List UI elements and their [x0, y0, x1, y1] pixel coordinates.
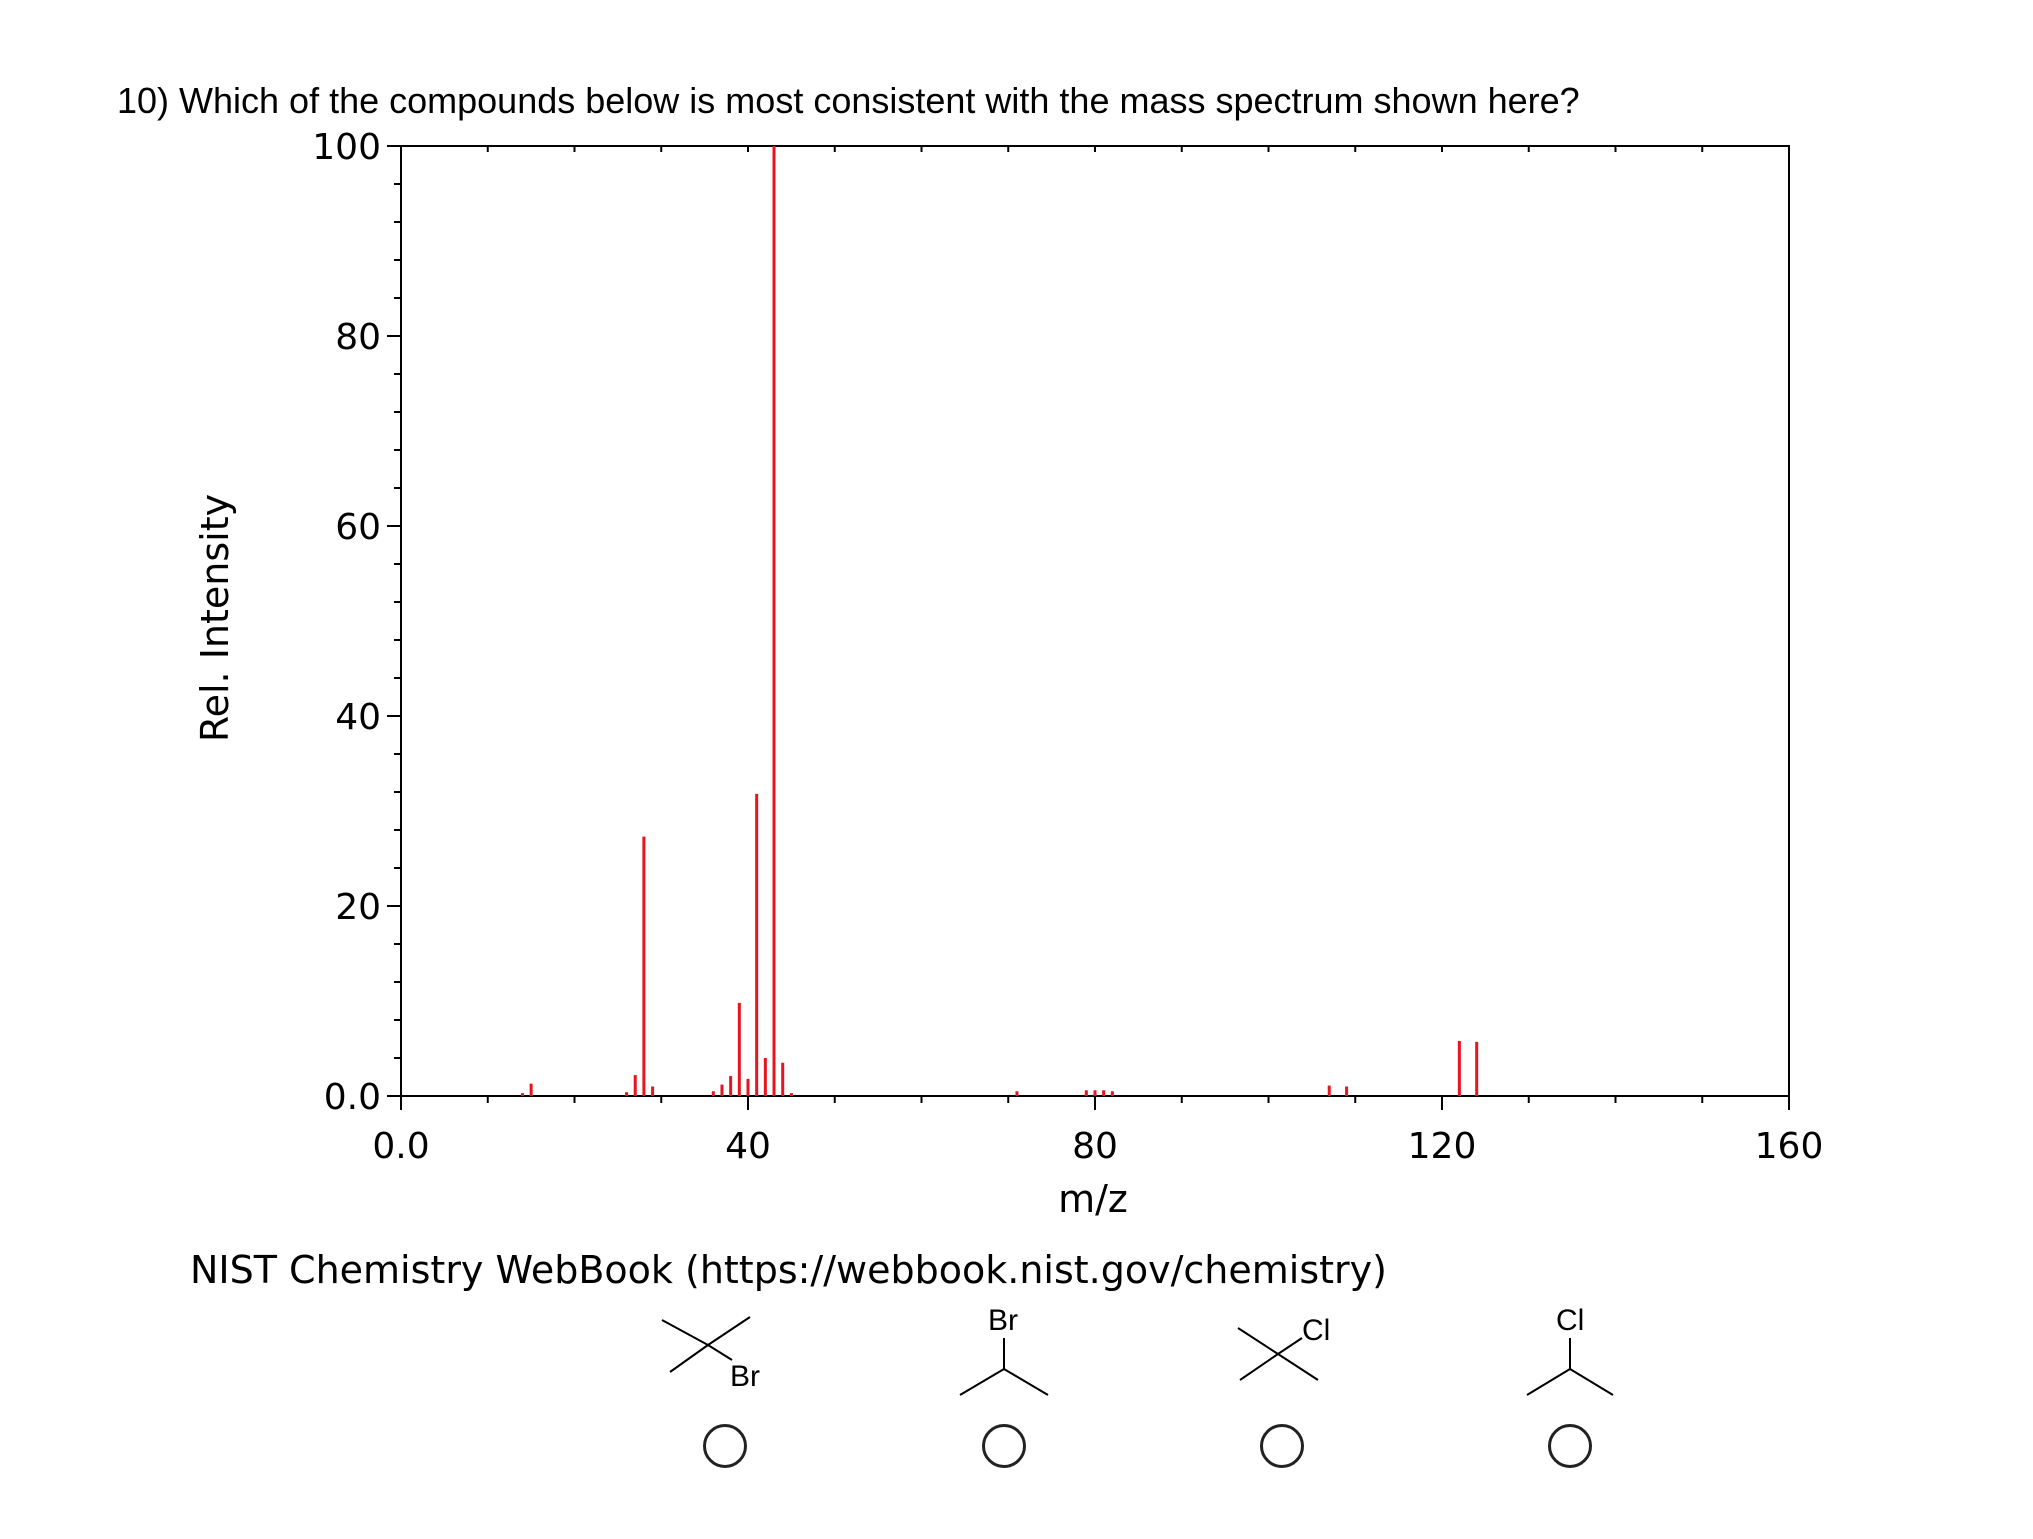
substituent-label: Br — [988, 1304, 1018, 1337]
y-tick-label: 80 — [335, 317, 381, 358]
substituent-label: Cl — [1556, 1304, 1584, 1337]
radio-choice-c[interactable] — [1260, 1424, 1304, 1468]
x-tick-label: 40 — [725, 1126, 771, 1167]
radio-choice-d[interactable] — [1548, 1424, 1592, 1468]
source-credit: NIST Chemistry WebBook (https://webbook.… — [190, 1248, 1387, 1292]
choice-a: Br — [640, 1300, 840, 1500]
choice-b: Br — [900, 1300, 1100, 1500]
structure-isopropyl-chloride: Cl — [1526, 1304, 1614, 1396]
x-axis: 0.0 40 80 120 160 — [372, 146, 1823, 1167]
structure-tert-butyl-bromide: Br — [661, 1316, 760, 1393]
y-tick-label: 0.0 — [324, 1077, 381, 1118]
substituent-label: Cl — [1302, 1314, 1330, 1347]
question-text: 10) Which of the compounds below is most… — [117, 80, 1580, 121]
y-tick-label: 20 — [335, 887, 381, 928]
x-axis-label: m/z — [1058, 1177, 1128, 1221]
x-tick-label: 80 — [1072, 1126, 1118, 1167]
radio-choice-b[interactable] — [982, 1424, 1026, 1468]
radio-choice-a[interactable] — [703, 1424, 747, 1468]
plot-frame — [400, 145, 1790, 1097]
x-tick-label: 160 — [1755, 1126, 1824, 1167]
structure-isopropyl-bromide: Br — [959, 1304, 1049, 1396]
structure-tert-butyl-chloride: Cl — [1237, 1314, 1330, 1381]
x-tick-label: 120 — [1408, 1126, 1477, 1167]
choice-c: Cl — [1210, 1300, 1410, 1500]
x-tick-label: 0.0 — [372, 1126, 429, 1167]
y-tick-label: 60 — [335, 507, 381, 548]
peak-series — [520, 146, 1479, 1096]
substituent-label: Br — [730, 1360, 760, 1393]
choice-d: Cl — [1470, 1300, 1670, 1500]
y-tick-label: 100 — [312, 127, 381, 168]
y-axis-label: Rel. Intensity — [193, 494, 237, 742]
y-axis: 0.0 20 40 60 80 100 — [312, 127, 401, 1118]
y-tick-label: 40 — [335, 697, 381, 738]
